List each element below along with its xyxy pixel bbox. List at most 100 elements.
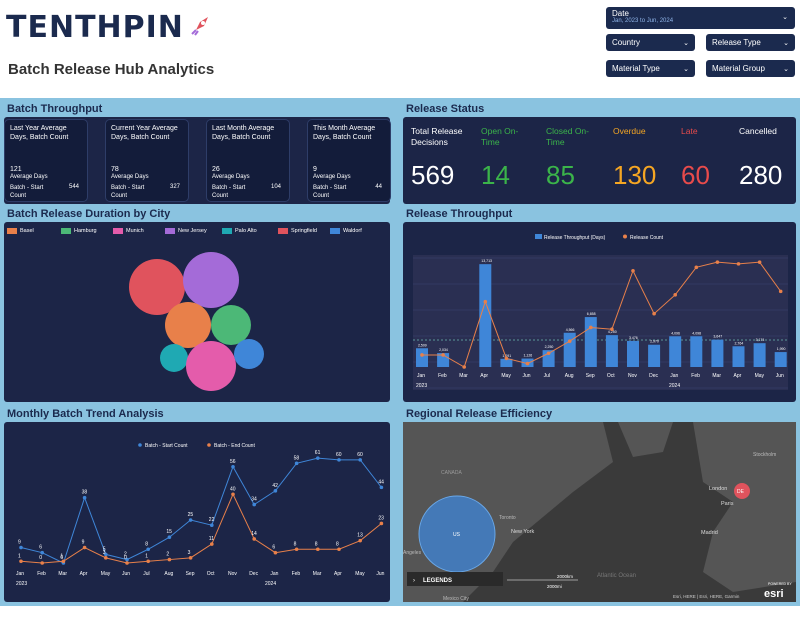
x-tick-label: Jan bbox=[16, 571, 24, 577]
line-point bbox=[231, 464, 235, 469]
material-type-filter[interactable]: Material Type ⌄ bbox=[606, 60, 695, 77]
point-label: 14 bbox=[251, 531, 257, 537]
x-tick-label: Jun bbox=[776, 373, 784, 379]
chevron-down-icon: ⌄ bbox=[782, 14, 788, 21]
kpi-batch-value: 327 bbox=[169, 184, 180, 190]
map-attribution: Esri, HERE | Esri, HERE, Garmin bbox=[673, 594, 740, 599]
monthly-trend-title: Monthly Batch Trend Analysis bbox=[7, 408, 164, 420]
point-label: 22 bbox=[209, 517, 215, 523]
bar-label: 4,250 bbox=[608, 330, 617, 334]
line-point bbox=[715, 260, 720, 264]
release-status-label: Closed On-Time bbox=[546, 126, 589, 147]
x-tick-label: Oct bbox=[607, 373, 615, 379]
bubble-waldorf bbox=[234, 339, 264, 369]
legend-swatch bbox=[535, 234, 542, 239]
map-place-madrid: Madrid bbox=[701, 530, 718, 536]
release-status-label: Cancelled bbox=[739, 126, 777, 136]
x-tick-label: Jul bbox=[143, 571, 149, 577]
line-point bbox=[167, 535, 172, 540]
kpi-batch-value: 104 bbox=[270, 184, 281, 190]
point-label: 6 bbox=[39, 545, 42, 551]
release-type-filter[interactable]: Release Type ⌄ bbox=[706, 34, 795, 51]
city-legend-item[interactable]: Basel bbox=[7, 228, 34, 234]
point-label: 40 bbox=[230, 486, 236, 492]
kpi-batch-label: Batch - Start Count bbox=[212, 185, 246, 199]
release-status-value: 60 bbox=[681, 160, 710, 190]
release-status-title: Release Status bbox=[406, 103, 485, 115]
line-point bbox=[273, 489, 278, 493]
point-label: 2 bbox=[124, 552, 127, 558]
bar bbox=[774, 352, 787, 367]
line-point bbox=[210, 523, 214, 527]
bar-label: 3,476 bbox=[629, 336, 638, 340]
city-legend-item[interactable]: Palo Alto bbox=[222, 228, 257, 234]
material-group-filter[interactable]: Material Group ⌄ bbox=[706, 60, 795, 77]
kpi-value: 121 bbox=[10, 166, 22, 173]
map-place-toronto: Toronto bbox=[499, 515, 516, 521]
material-type-filter-label: Material Type bbox=[612, 64, 660, 73]
line-point bbox=[358, 458, 363, 462]
release-status-value: 130 bbox=[613, 160, 657, 190]
city-legend-item[interactable]: New Jersey bbox=[165, 228, 207, 234]
kpi-card: Current Year Average Days, Batch Count 7… bbox=[105, 119, 189, 202]
point-label: 56 bbox=[230, 459, 236, 465]
x-tick-label: May bbox=[501, 373, 511, 379]
line-point bbox=[125, 561, 129, 565]
year-label: 2024 bbox=[669, 383, 680, 389]
city-duration-title: Batch Release Duration by City bbox=[7, 208, 171, 220]
legend-swatch bbox=[61, 228, 71, 234]
point-label: 9 bbox=[82, 540, 85, 546]
x-tick-label: May bbox=[355, 571, 365, 577]
chevron-down-icon: ⌄ bbox=[683, 39, 689, 47]
europe-landmass bbox=[693, 422, 796, 592]
year-label: 2024 bbox=[265, 581, 276, 587]
line-point bbox=[146, 547, 150, 552]
city-legend-item[interactable]: Hamburg bbox=[61, 228, 97, 234]
kpi-value: 9 bbox=[313, 166, 317, 173]
x-tick-label: Mar bbox=[712, 373, 721, 379]
legend-swatch bbox=[222, 228, 232, 234]
city-legend-item[interactable]: Munich bbox=[113, 228, 144, 234]
date-filter[interactable]: Date Jan, 2023 to Jun, 2024 ⌄ bbox=[606, 7, 795, 29]
x-tick-label: Apr bbox=[80, 571, 88, 577]
x-tick-label: Jan bbox=[270, 571, 278, 577]
bar bbox=[732, 346, 745, 367]
point-label: 1 bbox=[18, 553, 21, 559]
bar bbox=[648, 344, 661, 367]
line-point bbox=[441, 353, 445, 357]
esri-logo: esri bbox=[764, 588, 784, 600]
line-point bbox=[567, 339, 572, 344]
line-point bbox=[231, 492, 235, 497]
release-status-panel bbox=[403, 117, 796, 204]
city-legend-item[interactable]: Waldorf bbox=[330, 228, 362, 234]
line-point bbox=[210, 542, 214, 546]
point-label: 8 bbox=[294, 541, 297, 547]
line-point bbox=[694, 265, 699, 270]
world-map[interactable]: US DE CANADA Toronto New York Stockholm … bbox=[403, 422, 796, 602]
country-filter[interactable]: Country ⌄ bbox=[606, 34, 695, 51]
kpi-batch-value: 544 bbox=[68, 184, 79, 190]
x-tick-label: Jun bbox=[523, 373, 531, 379]
line-point bbox=[358, 538, 363, 543]
point-label: 23 bbox=[378, 515, 384, 521]
line-point bbox=[40, 561, 44, 565]
city-legend-item[interactable]: Springfield bbox=[278, 228, 317, 234]
line-point bbox=[294, 547, 299, 552]
x-tick-label: Feb bbox=[37, 571, 46, 577]
release-status-value: 85 bbox=[546, 160, 575, 190]
year-label: 2023 bbox=[416, 383, 427, 389]
line-point bbox=[379, 485, 384, 490]
kpi-value: 78 bbox=[111, 166, 119, 173]
point-label: 0 bbox=[60, 555, 63, 561]
kpi-title: Last Year Average Days, Batch Count bbox=[10, 125, 69, 141]
legend-label: Palo Alto bbox=[235, 228, 257, 234]
header: TENTHPIN Batch Release Hub Analytics Dat… bbox=[0, 0, 800, 98]
bar bbox=[605, 335, 618, 367]
monthly-trend-panel bbox=[4, 422, 390, 602]
release-status-value: 280 bbox=[739, 160, 783, 190]
point-label: 2 bbox=[166, 552, 169, 558]
legend-label: Munich bbox=[126, 228, 144, 234]
line-point bbox=[652, 311, 656, 316]
bar bbox=[500, 358, 513, 367]
scale-km: 2000km bbox=[557, 574, 573, 579]
